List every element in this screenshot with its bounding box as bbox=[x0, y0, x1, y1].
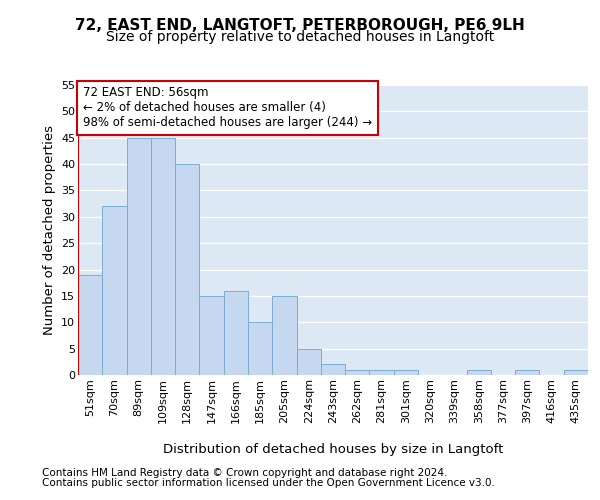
Bar bbox=[102, 206, 127, 375]
Text: Contains public sector information licensed under the Open Government Licence v3: Contains public sector information licen… bbox=[42, 478, 495, 488]
Bar bbox=[321, 364, 345, 375]
Bar bbox=[248, 322, 272, 375]
Bar bbox=[394, 370, 418, 375]
Y-axis label: Number of detached properties: Number of detached properties bbox=[43, 125, 56, 335]
Bar bbox=[78, 275, 102, 375]
Bar bbox=[564, 370, 588, 375]
Bar bbox=[224, 290, 248, 375]
Bar bbox=[272, 296, 296, 375]
Text: 72, EAST END, LANGTOFT, PETERBOROUGH, PE6 9LH: 72, EAST END, LANGTOFT, PETERBOROUGH, PE… bbox=[75, 18, 525, 32]
Text: Distribution of detached houses by size in Langtoft: Distribution of detached houses by size … bbox=[163, 442, 503, 456]
Bar bbox=[175, 164, 199, 375]
Bar bbox=[127, 138, 151, 375]
Bar bbox=[296, 348, 321, 375]
Text: 72 EAST END: 56sqm
← 2% of detached houses are smaller (4)
98% of semi-detached : 72 EAST END: 56sqm ← 2% of detached hous… bbox=[83, 86, 372, 130]
Bar bbox=[151, 138, 175, 375]
Bar bbox=[370, 370, 394, 375]
Text: Size of property relative to detached houses in Langtoft: Size of property relative to detached ho… bbox=[106, 30, 494, 44]
Bar bbox=[515, 370, 539, 375]
Bar bbox=[345, 370, 370, 375]
Bar bbox=[467, 370, 491, 375]
Text: Contains HM Land Registry data © Crown copyright and database right 2024.: Contains HM Land Registry data © Crown c… bbox=[42, 468, 448, 477]
Bar bbox=[199, 296, 224, 375]
